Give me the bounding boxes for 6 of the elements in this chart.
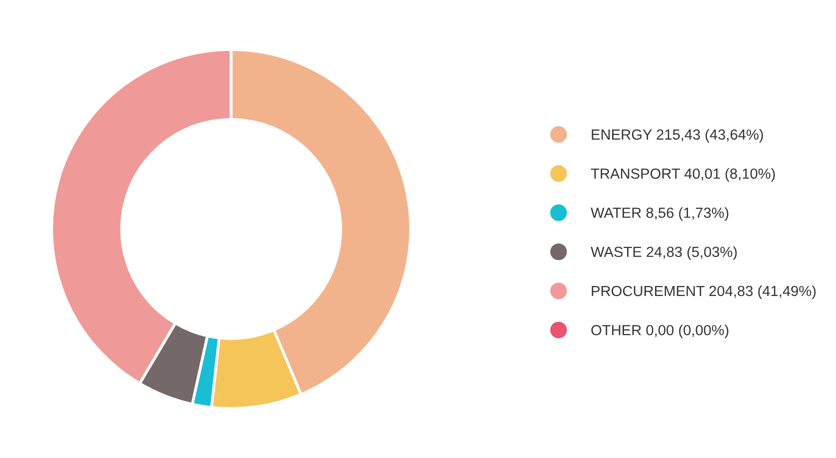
legend-label: PROCUREMENT 204,83 (41,49%) — [592, 285, 816, 300]
legend-label: WATER 8,56 (1,73%) — [590, 207, 728, 221]
legend-label: OTHER 0,00 (0,00%) — [591, 324, 728, 338]
legend-label: TRANSPORT 40,01 (8,10%) — [590, 168, 775, 182]
legend-label: ENERGY 215,43 (43,64%) — [592, 128, 763, 143]
legend-label: WASTE 24,83 (5,03%) — [590, 246, 737, 260]
